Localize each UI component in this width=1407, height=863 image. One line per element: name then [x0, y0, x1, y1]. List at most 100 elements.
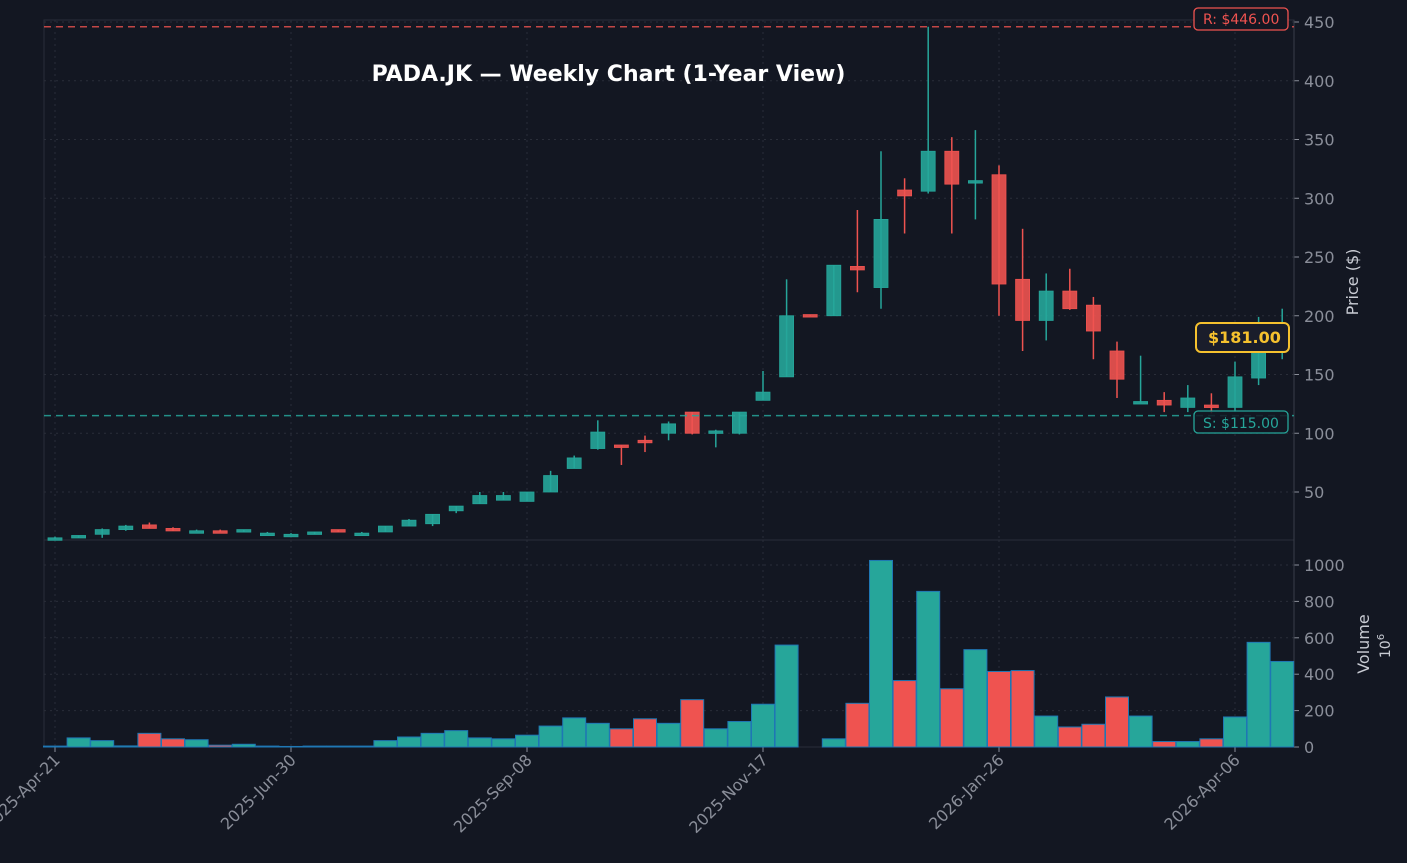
volume-tick-label: 1000	[1304, 556, 1345, 575]
price-tick-label: 200	[1304, 307, 1335, 326]
candle-body	[519, 491, 535, 502]
candle-body	[543, 475, 558, 493]
candle-body	[732, 411, 747, 434]
price-panel	[43, 19, 1295, 541]
candle-body	[1156, 399, 1172, 406]
volume-bar	[751, 703, 775, 748]
volume-bar	[633, 718, 657, 748]
candle-body	[944, 150, 960, 185]
volume-bar	[1105, 696, 1129, 748]
candle-body	[590, 431, 606, 449]
chart-title: PADA.JK — Weekly Chart (1-Year View)	[371, 62, 846, 87]
candle-body	[779, 315, 794, 378]
candle-body	[1038, 290, 1054, 321]
volume-bar	[892, 680, 917, 748]
volume-tick-label: 400	[1304, 665, 1335, 684]
price-tick-label: 250	[1304, 248, 1335, 267]
volume-bar	[869, 559, 893, 748]
volume-bar	[279, 745, 303, 748]
volume-bar	[727, 721, 752, 748]
candle-body	[1227, 376, 1243, 408]
candle-body	[472, 495, 488, 505]
candle-body	[566, 457, 582, 469]
volume-bar	[1223, 716, 1247, 748]
date-tick-label: 2026-Jan-26	[925, 750, 1008, 833]
date-tick-label: 2025-Apr-21	[0, 750, 64, 833]
volume-bar	[137, 732, 162, 748]
volume-bar	[1175, 741, 1200, 748]
volume-bar	[1270, 660, 1295, 748]
volume-bar	[90, 740, 115, 748]
volume-bar	[184, 739, 209, 748]
candle-body	[307, 531, 323, 535]
price-tick-label: 50	[1304, 483, 1324, 502]
volume-bar	[397, 736, 421, 748]
price-tick-label: 350	[1304, 131, 1335, 150]
volume-bar	[538, 725, 563, 748]
candle-body	[141, 524, 157, 529]
candle-body	[826, 264, 842, 317]
volume-bar	[1081, 723, 1106, 748]
candle-body	[873, 218, 889, 288]
candle-body	[755, 391, 771, 401]
volume-bar	[231, 743, 256, 748]
candle-body	[236, 529, 252, 533]
date-tick-label: 2025-Nov-17	[685, 750, 772, 837]
candle-body	[920, 150, 936, 192]
price-tick-label: 300	[1304, 189, 1335, 208]
price-tick-label: 400	[1304, 72, 1335, 91]
candle-body	[425, 513, 441, 525]
volume-bar	[1199, 738, 1224, 748]
candle-body	[850, 265, 865, 271]
volume-bar	[255, 745, 280, 748]
price-tick-label: 100	[1304, 424, 1335, 443]
candle-body	[1062, 290, 1078, 310]
volume-bar	[562, 717, 587, 748]
volume-bar	[656, 722, 681, 748]
candle-body	[991, 174, 1007, 285]
price-axis-label: Price ($)	[1343, 249, 1362, 316]
candle-body	[661, 423, 676, 434]
volume-bar	[66, 737, 91, 748]
volume-bar	[609, 728, 634, 748]
candle-body	[189, 530, 205, 534]
candle-body	[495, 495, 511, 501]
volume-bar	[420, 732, 445, 748]
volume-bar	[161, 738, 185, 748]
last-price-label: $181.00	[1208, 328, 1281, 347]
candle-body	[968, 180, 983, 184]
candle-body	[637, 439, 653, 444]
candle-body	[1133, 401, 1148, 405]
volume-bar	[1152, 741, 1177, 748]
candle-body	[1015, 278, 1030, 321]
volume-bar	[1246, 641, 1271, 748]
volume-bar	[1128, 715, 1153, 748]
volume-bar	[113, 745, 138, 748]
candle-body	[708, 430, 724, 434]
candle-body	[1180, 397, 1196, 408]
candle-body	[259, 532, 275, 537]
candle-body	[1204, 404, 1219, 408]
resistance-label-box	[1193, 7, 1289, 31]
candle-body	[802, 314, 818, 318]
volume-bar	[467, 737, 492, 748]
candle-body	[684, 411, 700, 434]
volume-bar	[1034, 715, 1059, 748]
volume-bar	[774, 644, 799, 748]
candle-body	[71, 535, 86, 539]
volume-bar	[845, 702, 870, 748]
candle-body	[283, 533, 299, 538]
candle-body	[614, 444, 629, 448]
volume-bar	[703, 728, 728, 748]
volume-bar	[987, 670, 1011, 748]
last-price-label-box	[1195, 322, 1290, 353]
date-tick-label: 2025-Sep-08	[450, 750, 536, 836]
candle-body	[47, 537, 63, 541]
candle-body	[401, 519, 417, 527]
volume-bar	[585, 722, 610, 748]
candle-body	[212, 530, 228, 534]
volume-bar	[963, 649, 988, 748]
volume-tick-label: 600	[1304, 629, 1335, 648]
date-tick-label: 2025-Jun-30	[217, 750, 300, 833]
